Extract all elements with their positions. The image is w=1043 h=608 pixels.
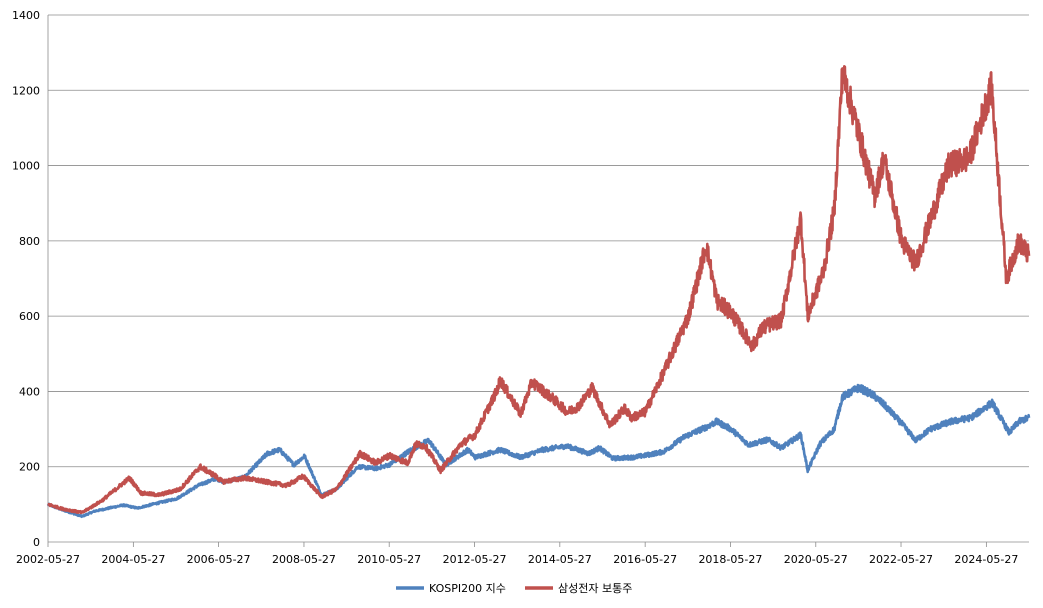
legend-label-1: 삼성전자 보통주 — [558, 582, 632, 595]
grid-lines — [48, 14, 1029, 468]
y-tick-label: 400 — [19, 385, 40, 398]
y-tick-label: 1000 — [12, 160, 40, 173]
x-tick-label: 2004-05-27 — [101, 553, 165, 566]
legend: KOSPI200 지수 삼성전자 보통주 — [396, 582, 632, 595]
x-tick-labels: 2002-05-27 2004-05-27 2006-05-27 2008-05-27… — [16, 542, 1018, 566]
y-tick-label: 1400 — [12, 9, 40, 22]
y-tick-label: 0 — [33, 536, 40, 549]
series-group — [46, 65, 1031, 518]
x-tick-label: 2012-05-27 — [443, 553, 507, 566]
x-tick-label: 2008-05-27 — [272, 553, 336, 566]
y-tick-labels: 0 200 400 600 800 1000 1200 1400 — [12, 9, 40, 549]
x-tick-label: 2018-05-27 — [698, 553, 762, 566]
y-tick-label: 600 — [19, 310, 40, 323]
series-line-0 — [46, 383, 1031, 518]
x-tick-label: 2022-05-27 — [869, 553, 933, 566]
y-tick-label: 1200 — [12, 84, 40, 97]
series-line-1 — [47, 65, 1031, 515]
x-tick-label: 2002-05-27 — [16, 553, 80, 566]
x-tick-label: 2024-05-27 — [954, 553, 1018, 566]
y-tick-label: 800 — [19, 235, 40, 248]
x-tick-label: 2016-05-27 — [613, 553, 677, 566]
x-tick-label: 2014-05-27 — [528, 553, 592, 566]
x-tick-label: 2010-05-27 — [357, 553, 421, 566]
x-tick-label: 2006-05-27 — [187, 553, 251, 566]
legend-label-0: KOSPI200 지수 — [429, 582, 506, 595]
x-tick-label: 2020-05-27 — [784, 553, 848, 566]
y-tick-label: 200 — [19, 461, 40, 474]
axes — [47, 15, 1029, 543]
